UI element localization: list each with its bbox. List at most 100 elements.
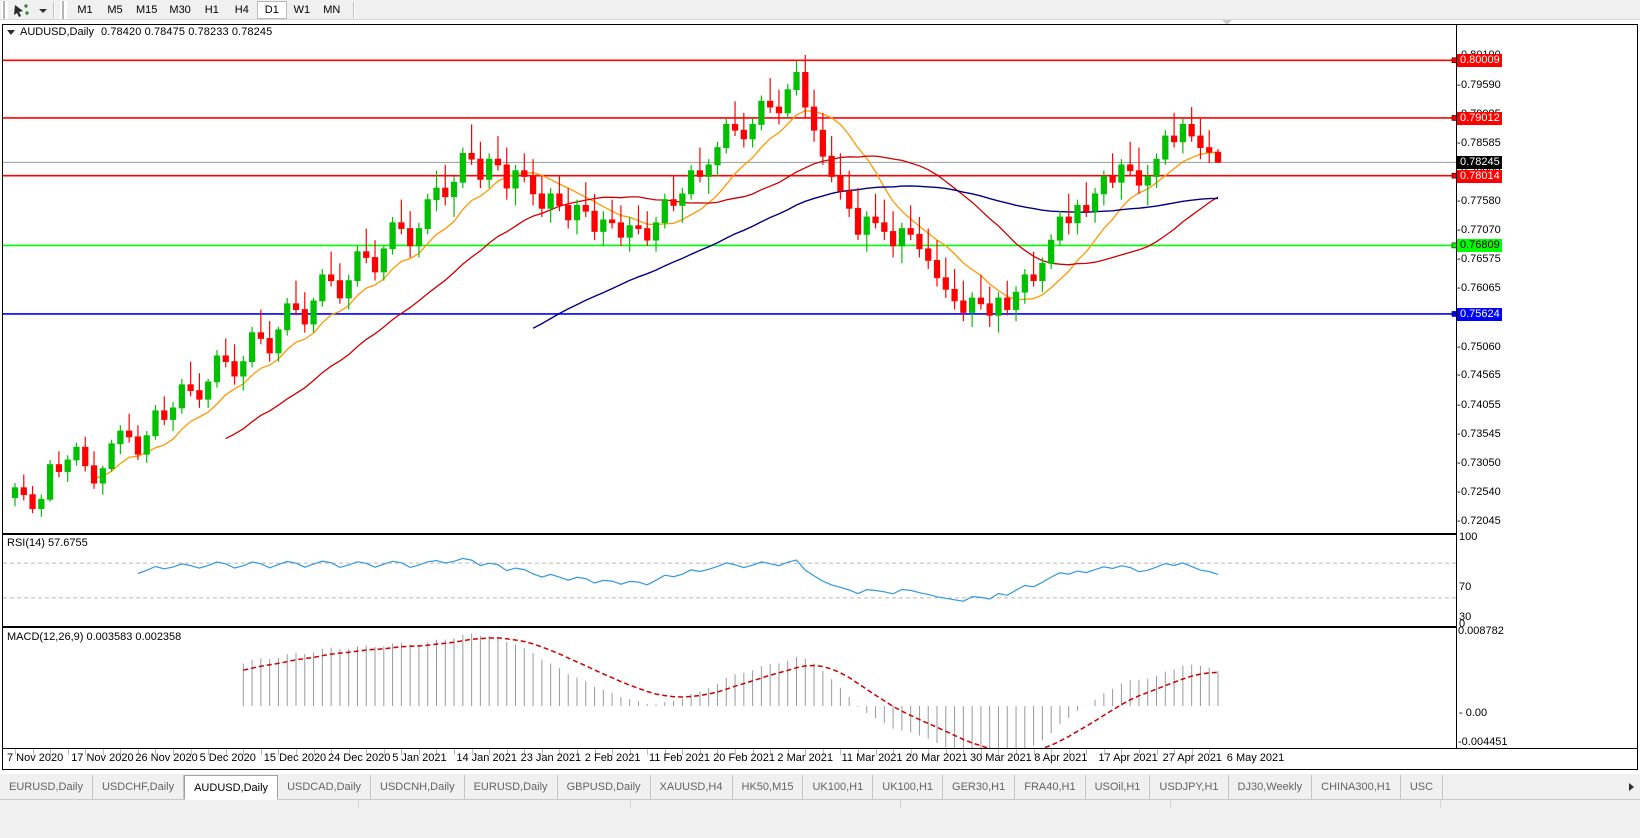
chevron-right-icon[interactable] [1624,779,1638,795]
timeframe-button-m15[interactable]: M15 [136,3,158,16]
time-axis-tick [349,749,350,755]
chevron-down-icon[interactable] [37,1,49,19]
time-axis-tick [454,749,455,755]
chart-tab-usdcad-daily[interactable]: USDCAD,Daily [278,775,372,799]
price-label-resistance[interactable]: 0.78014 [1457,169,1502,183]
chart-tab-usdcnh-daily[interactable]: USDCNH,Daily [371,775,465,799]
chart-tab-ger30-h1[interactable]: GER30,H1 [943,775,1016,799]
toolbar-overflow-triangle[interactable] [1222,20,1232,25]
time-axis-tick [840,749,841,755]
chart-window[interactable]: RSI(14) 57.6755 MACD(12,26,9) 0.003583 0… [2,24,1638,770]
time-axis-tick [595,749,596,755]
tab-underlay-divider [1440,800,1441,808]
toolbar-separator-end [352,1,355,18]
timeframe-button-h1[interactable]: H1 [204,3,219,16]
time-axis[interactable]: 7 Nov 2020 17 Nov 2020 26 Nov 2020 5 Dec 20… [3,749,1637,769]
price-axis-tick: -0.78585 [1457,136,1501,149]
time-axis-tick [823,749,824,755]
time-axis-tick [173,749,174,755]
price-axis-tick: -0.72540 [1457,486,1501,499]
timeframe-drag-handle[interactable] [60,0,67,19]
timeframe-button-m5[interactable]: M5 [107,3,123,16]
chart-tab-usdchf-daily[interactable]: USDCHF,Daily [93,775,185,799]
price-axis-tick-label: 0.78585 [1461,136,1501,149]
time-axis-label: 11 Mar 2021 [841,752,903,764]
rsi-pane[interactable]: RSI(14) 57.6755 [3,535,1637,627]
timeframe-button-h4[interactable]: H4 [234,3,249,16]
tab-underlay-divider [900,800,901,808]
time-axis-tick [946,749,947,755]
time-axis-tick [208,749,209,755]
time-axis-tick [788,749,789,755]
chart-tab-xauusd-h4[interactable]: XAUUSD,H4 [651,775,733,799]
time-axis-label: 24 Dec 2020 [328,752,391,764]
time-axis-tick [1034,749,1035,755]
time-axis-tick [384,749,385,755]
chart-tab-dj30-weekly[interactable]: DJ30,Weekly [1229,775,1313,799]
price-axis-tick: -0.75060 [1457,340,1501,353]
symbol-label: AUDUSD,Daily [20,26,94,38]
macd-plot-svg [242,633,1219,749]
chart-tab-gbpusd-daily[interactable]: GBPUSD,Daily [558,775,651,799]
price-axis-tick-label: 0.73545 [1461,428,1501,441]
price-axis-tick-label: 0.77580 [1461,194,1501,207]
chart-tab-uk100-h1[interactable]: UK100,H1 [803,775,874,799]
time-axis-label: 11 Feb 2021 [649,752,710,764]
chart-symbol-header: AUDUSD,Daily 0.78420 0.78475 0.78233 0.7… [3,25,272,39]
chart-tab-eurusd-daily[interactable]: EURUSD,Daily [465,775,558,799]
time-axis-label: 30 Mar 2021 [970,752,1032,764]
price-label-support[interactable]: 0.75624 [1457,307,1502,321]
time-axis-label: 8 Apr 2021 [1034,752,1088,764]
chart-tab-hk50-m15[interactable]: HK50,M15 [733,775,804,799]
time-axis-tick [296,749,297,755]
time-axis-tick [138,749,139,755]
time-axis-tick [524,749,525,755]
chart-tab-usc[interactable]: USC [1401,775,1444,799]
chart-tab-fra40-h1[interactable]: FRA40,H1 [1015,775,1086,799]
time-axis-tick [963,749,964,755]
chart-tab-audusd-daily[interactable]: AUDUSD,Daily [184,775,279,800]
time-axis-tick [1174,749,1175,755]
price-pane[interactable] [3,25,1637,533]
toolbar-drag-handle[interactable] [1,0,8,19]
chart-tab-eurusd-daily[interactable]: EURUSD,Daily [0,775,93,799]
timeframe-button-d1[interactable]: D1 [256,0,287,19]
price-axis-tick-label: 0.73050 [1461,456,1501,469]
time-axis-tick [489,749,490,755]
time-axis-tick [226,749,227,755]
time-axis-label: 14 Jan 2021 [456,752,517,764]
timeframe-button-w1[interactable]: W1 [293,3,311,16]
price-axis-tick: -0.74565 [1457,369,1501,382]
chart-tab-usoil-h1[interactable]: USOil,H1 [1086,775,1151,799]
time-axis-tick [331,749,332,755]
price-axis-tick-label: 0.79590 [1461,78,1501,91]
macd-axis-tick-label: - 0.00 [1459,707,1488,719]
timeframe-button-m1[interactable]: M1 [77,3,93,16]
time-axis-tick [753,749,754,755]
time-axis-tick [682,749,683,755]
timeframe-button-m30[interactable]: M30 [169,3,191,16]
chart-tab-uk100-h1[interactable]: UK100,H1 [873,775,944,799]
macd-axis-tick-label: 0.008782 [1458,625,1504,637]
time-axis-tick [717,749,718,755]
triangle-down-icon[interactable] [7,29,15,35]
price-axis-tick: -0.73050 [1457,456,1501,469]
price-label-current-price[interactable]: 0.78245 [1457,156,1502,170]
timeframe-button-mn[interactable]: MN [323,3,341,16]
price-axis-tick: -0.76065 [1457,282,1501,295]
time-axis-tick [1016,749,1017,755]
chart-tab-china300-h1[interactable]: CHINA300,H1 [1312,775,1401,799]
time-axis-tick [50,749,51,755]
time-axis-tick [612,749,613,755]
price-label-resistance[interactable]: 0.80009 [1457,54,1502,68]
crosshair-cursor-icon[interactable] [11,1,37,19]
price-label-resistance[interactable]: 0.79012 [1457,111,1502,125]
time-axis-tick [858,749,859,755]
time-axis-tick [1051,749,1052,755]
price-axis[interactable]: -0.80100-0.79590-0.79085-0.78585-0.78080… [1456,25,1637,748]
price-axis-tick-label: 0.72045 [1461,515,1501,527]
chart-tab-usdjpy-h1[interactable]: USDJPY,H1 [1150,775,1229,799]
top-toolbar: M1 M5 M15 M30 H1 H4 D1 W1 MN [0,0,1640,20]
macd-pane[interactable]: MACD(12,26,9) 0.003583 0.002358 [3,629,1637,749]
price-label-support[interactable]: 0.76809 [1457,239,1502,253]
